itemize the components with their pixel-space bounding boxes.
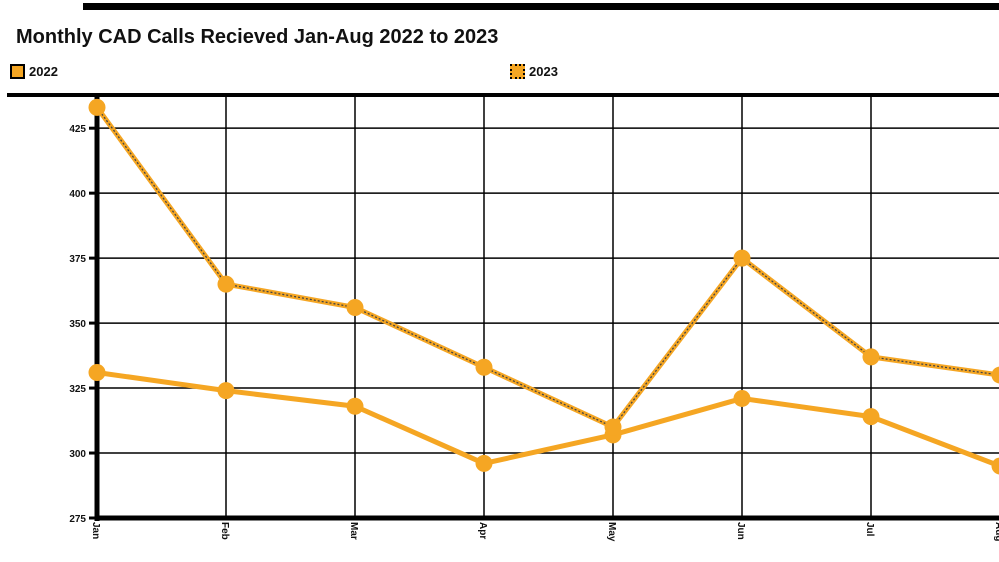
header-divider — [7, 93, 999, 97]
data-point-2022 — [217, 382, 235, 400]
series-line-2022 — [96, 369, 999, 469]
x-tick-label: Aug — [993, 522, 999, 541]
x-tick-label: Jul — [864, 522, 875, 537]
y-tick-label: 375 — [69, 254, 86, 265]
top-border-bar — [83, 3, 999, 10]
series-line-2023 — [94, 105, 999, 430]
y-tick-label: 400 — [69, 189, 86, 200]
data-point-2023 — [733, 249, 751, 267]
y-tick-label: 425 — [69, 124, 86, 135]
x-tick-label: Mar — [348, 522, 359, 540]
data-point-2023 — [991, 366, 999, 384]
x-tick-label: Apr — [477, 522, 488, 539]
x-tick-label: Feb — [219, 522, 230, 540]
x-tick-label: Jan — [90, 522, 101, 539]
y-tick-label: 275 — [69, 514, 86, 525]
grid-lines — [97, 97, 999, 518]
legend-item-2022[interactable]: 2022 — [10, 62, 58, 80]
series-line-2023-dots — [96, 107, 999, 428]
data-point-2023 — [217, 275, 235, 293]
data-point-2023 — [88, 98, 106, 116]
data-point-2022 — [733, 389, 751, 407]
data-point-2023 — [346, 299, 364, 316]
x-tick-label: May — [606, 522, 617, 542]
data-point-2022 — [991, 457, 999, 475]
y-tick-label: 300 — [69, 449, 86, 460]
y-tick-label: 325 — [69, 384, 86, 395]
data-point-2022 — [475, 454, 493, 472]
series-lines — [94, 105, 999, 469]
axes — [89, 97, 999, 521]
legend-swatch-2023 — [510, 63, 525, 79]
chart-title: Monthly CAD Calls Recieved Jan-Aug 2022 … — [16, 26, 499, 48]
y-tick-label: 350 — [69, 319, 86, 330]
x-tick-label: Jun — [735, 522, 746, 540]
data-point-2022 — [88, 363, 106, 381]
y-tick-labels: 275 300 325 350 375 400 425 — [69, 124, 86, 525]
legend-swatch-2022 — [10, 63, 25, 79]
legend-label-2022: 2022 — [29, 63, 58, 79]
x-tick-labels: Jan Feb Mar Apr May Jun Jul Aug — [90, 522, 999, 542]
data-point-2023 — [475, 358, 493, 376]
data-points — [88, 98, 999, 475]
legend-item-2023[interactable]: 2023 — [510, 62, 558, 80]
data-point-2022 — [346, 397, 364, 415]
data-point-2023 — [862, 348, 880, 366]
legend-label-2023: 2023 — [529, 63, 558, 79]
data-point-2022 — [862, 408, 880, 426]
data-point-2023 — [604, 418, 622, 436]
